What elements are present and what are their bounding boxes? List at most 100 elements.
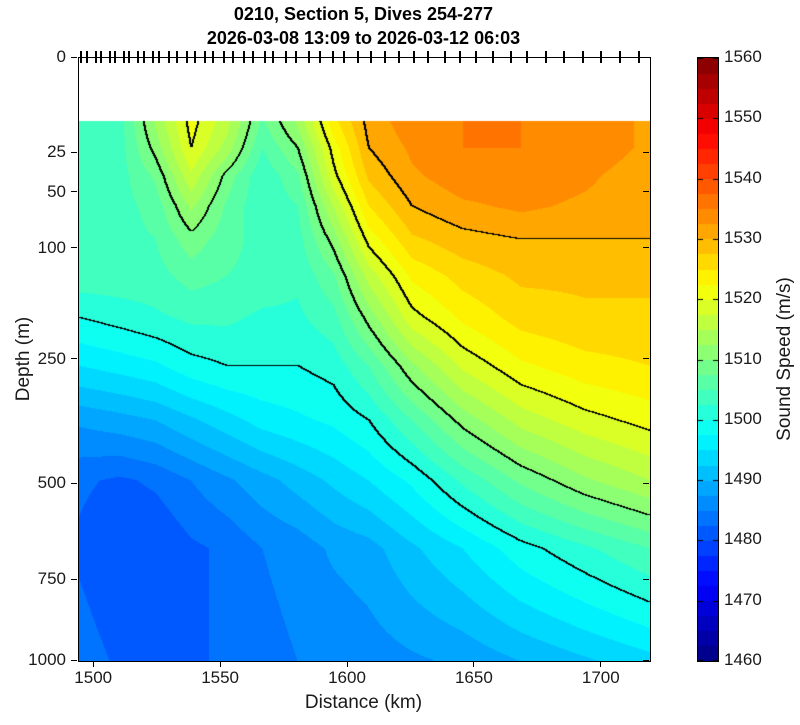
dive-position-tick (526, 51, 529, 63)
colorbar-tick-label: 1520 (724, 288, 762, 308)
dive-position-tick (263, 51, 266, 63)
x-axis-tick (219, 661, 221, 667)
dive-position-tick (211, 51, 214, 63)
y-tick-label: 50 (47, 181, 66, 201)
colorbar-tick-label: 1510 (724, 348, 762, 368)
x-axis-tick (346, 661, 348, 667)
plot-area (78, 57, 651, 662)
dive-position-tick (243, 51, 246, 63)
y-tick-label: 750 (37, 569, 66, 589)
y-tick-label: 100 (37, 237, 66, 257)
dive-position-tick (458, 51, 461, 63)
dive-position-tick (562, 51, 565, 63)
y-axis-tick (71, 578, 77, 580)
dive-position-tick (142, 51, 145, 63)
plot-subtitle: 2026-03-08 13:09 to 2026-03-12 06:03 (206, 28, 521, 48)
y-tick-label: 25 (47, 142, 66, 162)
y-axis-tick (71, 482, 77, 484)
dive-position-tick (319, 51, 322, 63)
colorbar-tick-label: 1480 (724, 529, 762, 549)
dive-position-tick (136, 51, 139, 63)
colorbar-axis-label: Sound Speed (m/s) (774, 277, 795, 441)
dive-position-tick (398, 51, 401, 63)
dive-position-tick (307, 51, 310, 63)
x-tick-label: 1600 (328, 668, 366, 687)
y-tick-label: 250 (37, 348, 66, 368)
dive-position-tick (637, 51, 640, 63)
dive-position-tick (151, 51, 154, 63)
dive-position-tick (113, 51, 116, 63)
colorbar-tick-label: 1490 (724, 469, 762, 489)
x-tick-label: 1650 (454, 668, 493, 687)
dive-position-tick (582, 51, 585, 63)
colorbar-tick-label: 1470 (724, 589, 762, 609)
dive-position-tick (545, 51, 548, 63)
colorbar-gradient (698, 58, 718, 661)
dive-position-tick (443, 51, 446, 63)
dive-position-tick (295, 51, 298, 63)
dive-position-tick (384, 51, 387, 63)
x-axis-tick (473, 661, 475, 667)
y-axis-tick (71, 56, 77, 58)
y-tick-label: 1000 (28, 650, 66, 669)
dive-position-tick (370, 51, 373, 63)
dive-position-tick (127, 51, 130, 63)
y-tick-label: 500 (37, 473, 66, 493)
dive-position-tick (357, 51, 360, 63)
dive-position-tick (168, 51, 171, 63)
dive-position-tick (231, 51, 234, 63)
y-axis-tick (71, 358, 77, 359)
y-axis-tick-mirror (643, 191, 649, 193)
x-tick-label: 1500 (74, 668, 113, 687)
colorbar (697, 57, 719, 662)
colorbar-tick-label: 1550 (724, 107, 762, 127)
y-axis-tick-mirror (643, 247, 649, 249)
y-axis-tick (71, 659, 77, 661)
dive-position-tick (85, 51, 88, 63)
x-tick-label: 1700 (581, 668, 620, 687)
dive-position-tick (175, 51, 178, 63)
dive-position-tick (94, 51, 97, 63)
dive-position-tick (222, 51, 225, 63)
x-tick-label: 1550 (201, 668, 240, 687)
dive-position-tick (427, 51, 430, 63)
dive-position-tick (618, 51, 621, 63)
dive-position-tick (509, 51, 512, 63)
dive-position-tick (252, 51, 255, 63)
x-axis-label: Distance (km) (304, 692, 423, 713)
y-axis-tick (71, 151, 77, 153)
y-tick-label: 0 (56, 47, 66, 66)
dive-position-tick (332, 51, 335, 63)
dive-position-tick (599, 51, 602, 63)
y-axis-tick-mirror (643, 578, 649, 580)
dive-position-tick (108, 51, 111, 63)
plot-title: 0210, Section 5, Dives 254-277 (233, 4, 494, 24)
colorbar-tick-label: 1560 (724, 47, 762, 66)
y-axis-tick (71, 191, 77, 193)
y-axis-tick-mirror (643, 482, 649, 484)
dive-position-tick (272, 51, 275, 63)
x-axis-tick (92, 661, 94, 667)
colorbar-tick-label: 1540 (724, 167, 762, 187)
y-axis-tick-mirror (643, 151, 649, 153)
sound-speed-heatmap (79, 58, 650, 661)
dive-position-tick (285, 51, 288, 63)
dive-position-tick (475, 51, 478, 63)
y-axis-tick (71, 247, 77, 249)
dive-position-tick (122, 51, 125, 63)
dive-position-tick (343, 51, 346, 63)
x-axis-tick (600, 661, 602, 667)
y-axis-tick-mirror (643, 659, 649, 661)
colorbar-tick-label: 1460 (724, 650, 762, 669)
dive-position-tick (186, 51, 189, 63)
dive-position-tick (491, 51, 494, 63)
dive-position-tick (193, 51, 196, 63)
dive-position-tick (99, 51, 102, 63)
dive-position-tick (158, 51, 161, 63)
dive-position-tick (203, 51, 206, 63)
dive-position-tick (79, 51, 82, 63)
colorbar-tick-label: 1530 (724, 227, 762, 247)
colorbar-tick-label: 1500 (724, 408, 762, 428)
y-axis-tick-mirror (643, 358, 649, 359)
